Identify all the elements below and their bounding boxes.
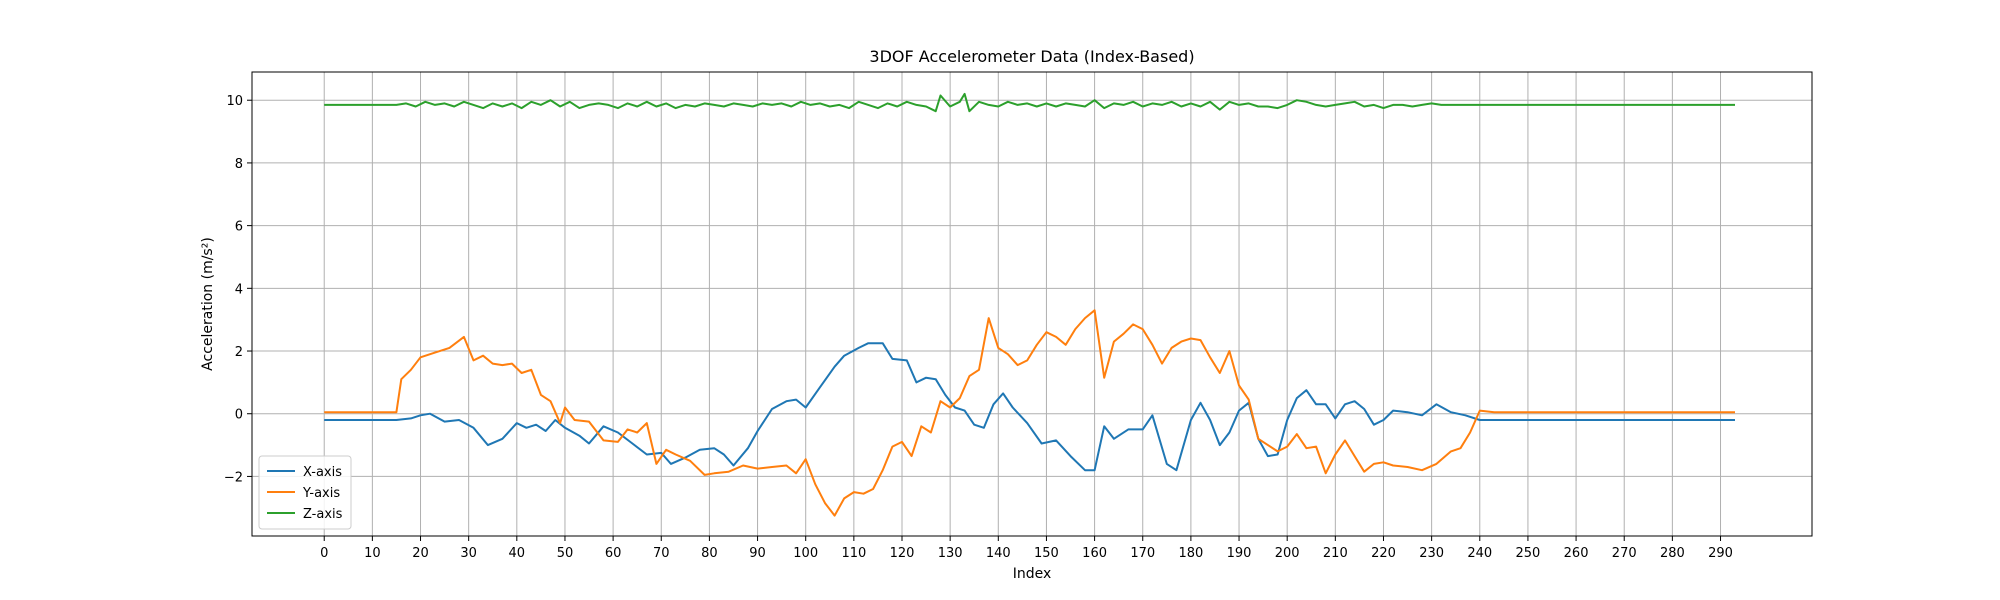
x-tick-label: 140 [986, 546, 1011, 561]
x-tick-label: 230 [1419, 546, 1444, 561]
series-line-y-axis [324, 309, 1735, 517]
x-tick-label: 240 [1467, 546, 1492, 561]
series-lines [324, 92, 1735, 517]
x-axis-title: Index [1013, 566, 1052, 582]
legend-label: Z-axis [303, 507, 343, 522]
series-line-x-axis [324, 342, 1735, 472]
y-tick-label: 2 [235, 345, 243, 360]
x-tick-label: 150 [1034, 546, 1059, 561]
y-tick-label: 8 [235, 157, 243, 172]
x-tick-label: 200 [1275, 546, 1300, 561]
x-tick-label: 20 [412, 546, 429, 561]
x-tick-label: 40 [509, 546, 526, 561]
x-tick-label: 170 [1130, 546, 1155, 561]
x-tick-label: 10 [364, 546, 381, 561]
series-line-z-axis [324, 92, 1735, 113]
y-tick-label: 6 [235, 220, 243, 235]
x-tick-label: 260 [1564, 546, 1589, 561]
x-tick-label: 210 [1323, 546, 1348, 561]
x-tick-label: 90 [749, 546, 766, 561]
y-tick-label: 4 [235, 282, 243, 297]
x-tick-label: 80 [701, 546, 718, 561]
x-tick-label: 180 [1178, 546, 1203, 561]
x-tick-label: 220 [1371, 546, 1396, 561]
x-tick-label: 250 [1516, 546, 1541, 561]
y-axis-title: Acceleration (m/s²) [200, 237, 216, 371]
x-tick-label: 160 [1082, 546, 1107, 561]
x-tick-label: 30 [460, 546, 477, 561]
x-tick-label: 270 [1612, 546, 1637, 561]
legend-items: X-axis Y-axis Z-axis [267, 465, 343, 522]
x-tick-label: 0 [320, 546, 328, 561]
chart-title: 3DOF Accelerometer Data (Index-Based) [869, 47, 1194, 66]
axis-ticks: 0 10 20 30 40 50 60 70 80 90 100 110 120 130 140 150 160… [224, 94, 1733, 561]
x-tick-label: 110 [841, 546, 866, 561]
y-tick-label: 10 [226, 94, 243, 109]
x-tick-label: 70 [653, 546, 670, 561]
x-tick-label: 280 [1660, 546, 1685, 561]
x-tick-label: 60 [605, 546, 622, 561]
legend-box [258, 455, 352, 530]
x-tick-label: 120 [890, 546, 915, 561]
x-tick-label: 130 [938, 546, 963, 561]
x-tick-label: 100 [793, 546, 818, 561]
legend-label: Y-axis [302, 486, 340, 501]
legend: X-axis Y-axis Z-axis [258, 455, 352, 530]
legend-label: X-axis [303, 465, 342, 480]
y-tick-label: 0 [235, 408, 243, 423]
y-tick-label: −2 [224, 470, 243, 485]
x-tick-label: 290 [1708, 546, 1733, 561]
plot-area-frame [251, 71, 1813, 537]
x-tick-label: 50 [557, 546, 574, 561]
x-tick-label: 190 [1227, 546, 1252, 561]
